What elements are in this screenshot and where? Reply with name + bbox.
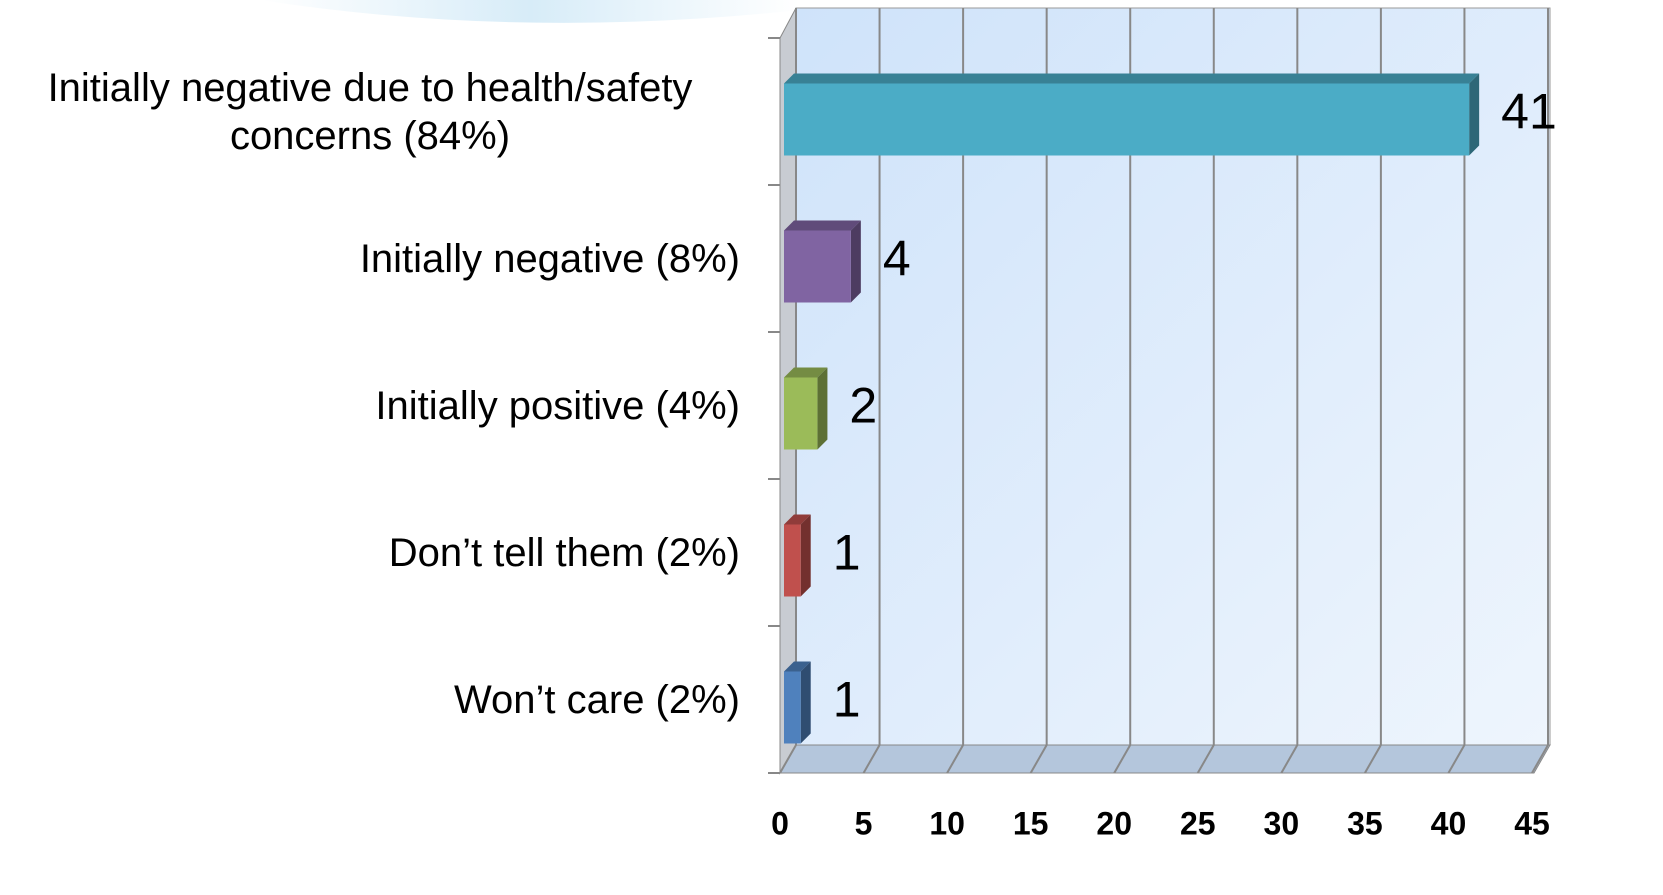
background-swoosh [260, 0, 800, 23]
bar-side [817, 367, 828, 450]
x-tick-label: 0 [771, 805, 789, 841]
x-tick-label: 40 [1431, 805, 1467, 841]
x-tick-label: 10 [929, 805, 965, 841]
bar-top [784, 661, 811, 672]
category-text: Initially positive (4%) [375, 383, 740, 428]
data-label: 1 [833, 672, 861, 728]
category-text: Initially negative (8%) [359, 236, 740, 281]
data-label: 41 [1501, 84, 1557, 140]
data-label: 4 [883, 231, 911, 287]
bar [784, 524, 801, 597]
y-tick-label: Won’t care (2%) [454, 676, 740, 724]
bar-top [784, 220, 861, 231]
bar-top [784, 367, 828, 378]
floor-grid-line [1029, 744, 1048, 774]
category-text: Don’t tell them (2%) [388, 530, 740, 575]
bar-top [784, 73, 1480, 84]
bar-top [784, 514, 811, 525]
bar [784, 83, 1470, 156]
floor-grid-line [1280, 744, 1299, 774]
floor-grid-line [1531, 744, 1549, 774]
floor-grid-line [1447, 744, 1466, 774]
floor-grid-line [1364, 744, 1382, 774]
x-tick-label: 35 [1347, 805, 1383, 841]
x-tick-label: 20 [1096, 805, 1132, 841]
x-tick-label: 25 [1180, 805, 1216, 841]
bar [784, 671, 801, 744]
bar-side [1469, 73, 1480, 156]
data-label: 2 [849, 378, 877, 434]
bar-side [800, 661, 811, 744]
bar [784, 377, 818, 450]
x-tick-label: 15 [1013, 805, 1049, 841]
x-tick-label: 45 [1514, 805, 1550, 841]
data-label: 1 [833, 525, 861, 581]
y-tick-label: Initially negative (8%) [360, 235, 740, 283]
floor-grid-line [946, 744, 964, 774]
floor-grid-line [862, 744, 881, 774]
bar [784, 230, 851, 303]
y-tick-label: Initially positive (4%) [375, 382, 740, 430]
y-tick-label: Don’t tell them (2%) [389, 529, 740, 577]
bar-side [850, 220, 861, 303]
x-tick-label: 30 [1264, 805, 1300, 841]
y-tick-label: Initially negative due to health/safety … [0, 64, 740, 160]
floor-grid-line [1196, 744, 1215, 774]
floor [779, 744, 1551, 774]
floor-grid-line [779, 744, 797, 774]
category-text: Won’t care (2%) [453, 677, 740, 722]
floor-grid-line [1113, 744, 1132, 774]
category-text: Initially negative due to health/safety … [47, 65, 693, 158]
x-tick-label: 5 [855, 805, 873, 841]
bar-side [800, 514, 811, 597]
